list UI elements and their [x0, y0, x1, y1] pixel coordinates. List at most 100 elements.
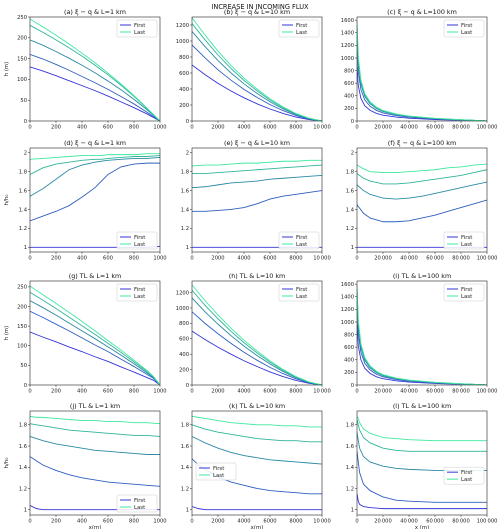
y-tick-label: 1.2 — [181, 226, 189, 232]
series-line-1 — [192, 506, 322, 511]
y-axis-label: h/h₀ — [4, 458, 10, 469]
axes-frame — [191, 16, 323, 122]
axes-frame — [356, 410, 488, 516]
y-tick-label: 0 — [24, 383, 27, 389]
x-tick-label: 60 000 — [426, 519, 444, 525]
series-line-1 — [357, 493, 487, 510]
legend-label-first: First — [461, 470, 472, 476]
legend-label-first: First — [134, 498, 145, 504]
panel-title: (g) TL & L=1 km — [69, 272, 122, 280]
x-tick-label: 8000 — [289, 256, 302, 262]
y-tick-label: 600 — [344, 345, 354, 351]
series-line-5 — [357, 163, 487, 174]
y-tick-label: 400 — [344, 358, 354, 364]
panel-title: (h) TL & L=10 km — [229, 272, 286, 280]
series-line-5 — [192, 284, 322, 385]
y-tick-label: 1.4 — [346, 207, 355, 213]
x-tick-label: 8000 — [289, 519, 302, 525]
legend-box — [116, 231, 158, 250]
series-line-4 — [30, 155, 160, 175]
x-axis-label: x (m) — [415, 525, 429, 529]
series-line-3 — [30, 157, 160, 197]
series-line-1 — [192, 64, 322, 121]
x-tick-label: 6000 — [263, 256, 276, 262]
series-line-5 — [192, 17, 322, 121]
panel-title: (b) ξ − q & L=10 km — [224, 8, 290, 16]
y-tick-label: 1.4 — [19, 465, 28, 471]
legend-label-first: First — [461, 23, 472, 29]
panel-p10: (j) TL & L=1 km 0 200 400 600 800 1000 1 1.2 1.4 1… — [4, 402, 167, 529]
y-tick-label: 200 — [17, 304, 27, 310]
y-tick-label: 1.4 — [181, 207, 190, 213]
x-tick-label: 200 — [51, 256, 61, 262]
series-line-3 — [30, 436, 160, 455]
x-tick-label: 4000 — [237, 519, 250, 525]
series-line-3 — [357, 432, 487, 471]
x-tick-label: 10 000 — [313, 519, 331, 525]
y-tick-label: 1200 — [176, 290, 189, 296]
legend-box — [278, 19, 320, 38]
y-tick-label: 1600 — [341, 282, 354, 288]
legend-label-first: First — [134, 23, 145, 29]
panel-title: (k) TL & L=10 km — [229, 402, 285, 410]
panel-title: (i) TL & L=100 km — [393, 272, 451, 280]
x-tick-label: 6000 — [263, 125, 276, 131]
panel-p8: (h) TL & L=10 km 0 2000 4000 6000 8000 10 000 0… — [176, 272, 331, 395]
x-tick-label: 0 — [190, 519, 193, 525]
y-tick-label: 50 — [20, 98, 27, 104]
y-tick-label: 100 — [17, 344, 27, 350]
x-tick-label: 10 000 — [313, 125, 331, 131]
panel-p9: (i) TL & L=100 km 0 20 000 40 000 60 000 80 0… — [341, 272, 498, 395]
axes-frame — [29, 280, 161, 386]
y-tick-label: 2 — [186, 151, 189, 157]
x-tick-label: 20 000 — [374, 389, 392, 395]
axes-frame — [356, 16, 488, 122]
series-line-5 — [30, 415, 160, 425]
legend-label-last: Last — [213, 473, 224, 479]
x-tick-label: 60 000 — [426, 125, 444, 131]
x-tick-label: 1000 — [153, 389, 166, 395]
y-tick-label: 2 — [351, 151, 354, 157]
y-tick-label: 1000 — [341, 320, 354, 326]
series-line-4 — [30, 291, 160, 385]
y-tick-label: 1200 — [176, 23, 189, 29]
panel-p7: (g) TL & L=1 km 0 200 400 600 800 1000 0 50 100 15… — [4, 272, 167, 395]
x-tick-label: 2000 — [211, 256, 224, 262]
series-line-4 — [30, 24, 160, 121]
series-line-5 — [357, 22, 487, 121]
y-tick-label: 1.4 — [19, 207, 28, 213]
panel-p4: (d) ξ − q & L=1 km 0 200 400 600 800 1000 1 1.2 1… — [4, 139, 167, 262]
x-tick-label: 400 — [77, 125, 87, 131]
x-tick-label: 0 — [355, 519, 358, 525]
series-line-3 — [192, 436, 322, 465]
legend-label-first: First — [134, 287, 145, 293]
panel-title: (a) ξ − q & L=1 km — [64, 8, 126, 16]
y-tick-label: 1.6 — [19, 444, 27, 450]
x-tick-label: 800 — [129, 519, 139, 525]
x-tick-label: 600 — [103, 389, 113, 395]
x-tick-label: 600 — [103, 256, 113, 262]
y-tick-label: 250 — [17, 15, 27, 21]
y-tick-label: 800 — [179, 321, 189, 327]
y-tick-label: 1 — [186, 245, 189, 251]
series-line-3 — [30, 300, 160, 385]
y-tick-label: 1 — [186, 507, 189, 513]
legend-label-last: Last — [461, 477, 472, 483]
x-tick-label: 0 — [28, 256, 31, 262]
series-line-4 — [30, 423, 160, 437]
x-tick-label: 40 000 — [400, 519, 418, 525]
x-tick-label: 1000 — [153, 125, 166, 131]
panel-p3: (c) ξ − q & L=100 km 0 20 000 40 000 60 000 8… — [341, 8, 498, 131]
y-tick-label: 0 — [186, 119, 189, 125]
legend-box — [443, 19, 485, 38]
x-tick-label: 0 — [190, 125, 193, 131]
x-tick-label: 200 — [51, 125, 61, 131]
axes-frame — [29, 410, 161, 516]
x-tick-label: 400 — [77, 389, 87, 395]
x-tick-label: 2000 — [211, 389, 224, 395]
x-tick-label: 60 000 — [426, 256, 444, 262]
x-tick-label: 40 000 — [400, 125, 418, 131]
legend-label-last: Last — [296, 294, 307, 300]
legend-label-last: Last — [134, 242, 145, 248]
